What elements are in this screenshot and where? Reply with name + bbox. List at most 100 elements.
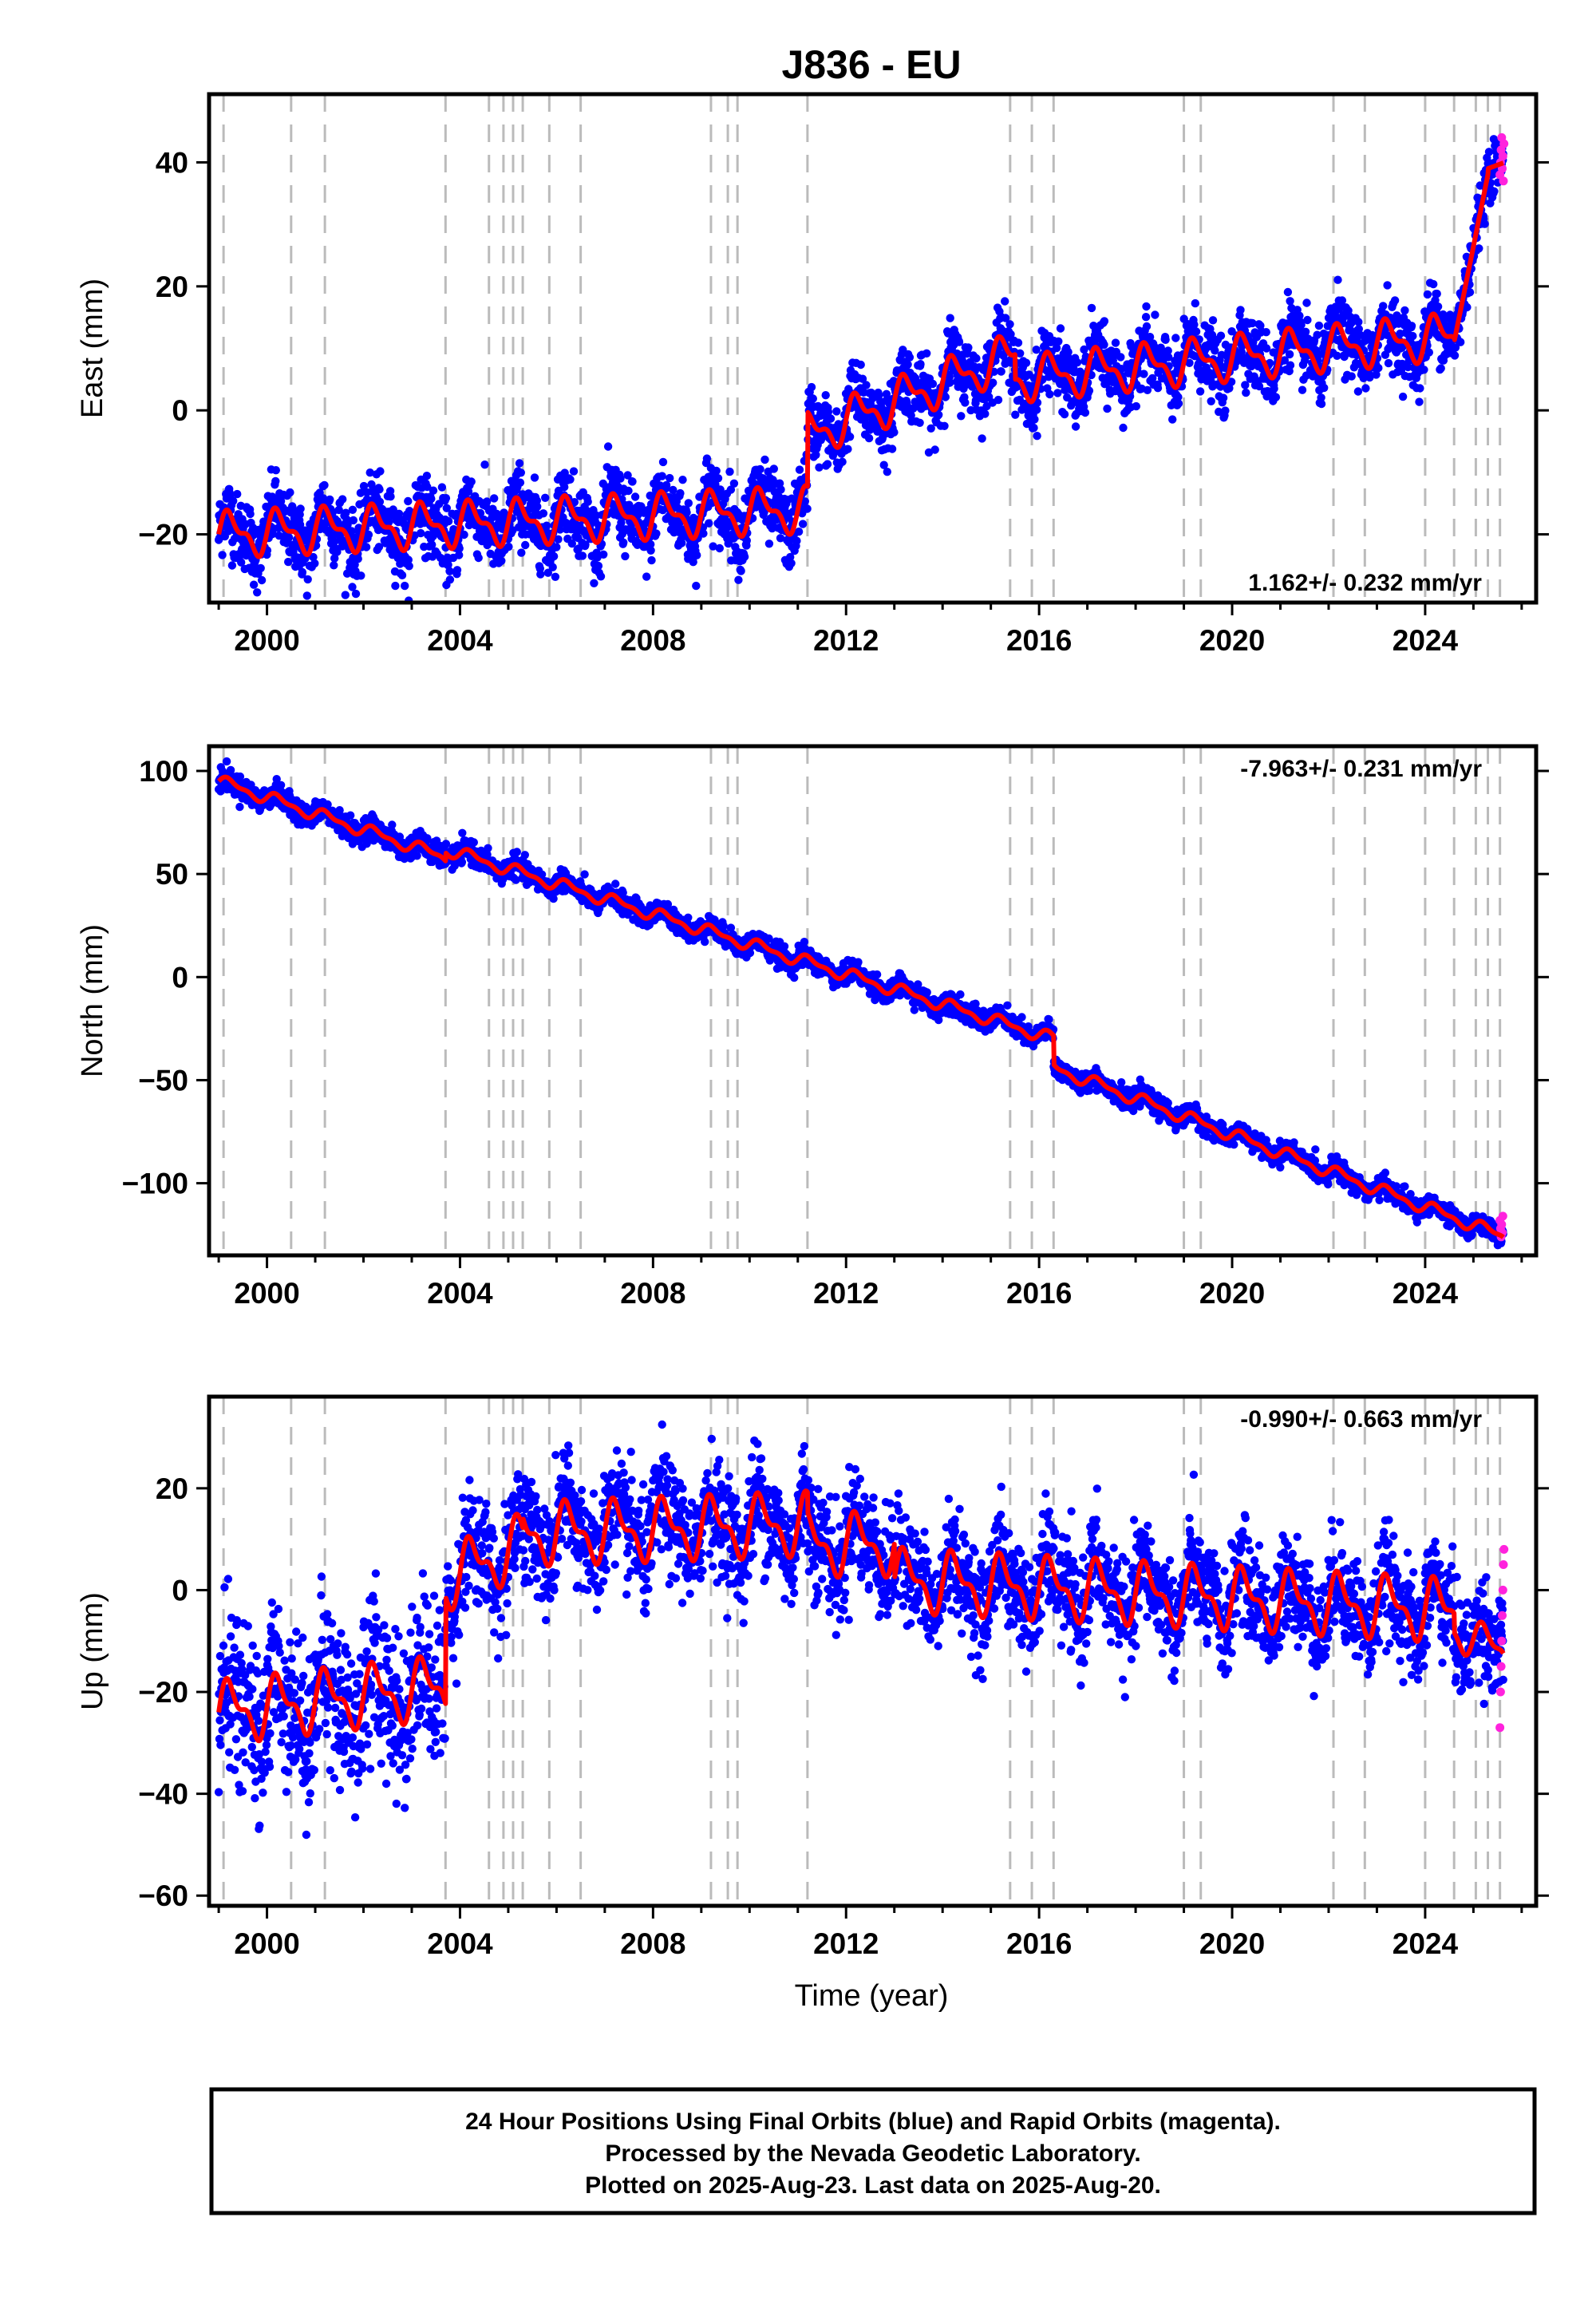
data-point [705,520,713,528]
data-point [1408,332,1416,340]
data-point [480,460,488,468]
data-point [1022,359,1030,367]
data-point [647,556,655,564]
data-point [776,485,784,493]
data-point [1211,346,1219,354]
data-point [994,396,1002,404]
data-point [1420,366,1428,373]
data-point [1354,387,1362,395]
data-point [1361,384,1369,392]
data-point [566,476,574,484]
data-point [549,563,557,571]
data-point [931,445,939,453]
data-point [1132,402,1140,410]
data-point [504,543,512,551]
data-point [678,476,686,484]
data-point [417,529,425,537]
y-tick-label: 0 [172,394,188,427]
data-point [296,504,304,512]
data-point [652,529,660,537]
data-point [303,591,311,599]
data-point [1348,372,1356,380]
data-point [699,529,707,537]
data-point [972,354,980,362]
data-point [1171,334,1179,342]
data-point [444,517,452,525]
data-point [458,829,466,837]
data-point [1142,313,1150,321]
data-point [550,552,558,560]
data-point [669,486,677,494]
data-point [483,497,491,505]
data-point [1045,390,1053,398]
data-point [342,591,350,599]
data-point [277,781,285,789]
data-point [1196,387,1204,395]
data-point [521,541,529,549]
data-point [218,551,226,559]
data-point [521,851,529,859]
data-point [604,442,612,450]
x-tick-label: 2000 [234,624,299,657]
data-point [1088,304,1096,312]
data-point [1270,385,1278,393]
data-point [516,459,523,467]
data-point [832,407,840,415]
data-point [1191,299,1199,307]
data-point [376,467,384,475]
data-point [978,434,986,442]
x-tick-label: 2008 [620,624,685,657]
data-point [642,572,650,580]
data-point [271,477,279,485]
data-point [843,445,851,453]
data-point [946,314,954,322]
data-point [915,419,923,427]
data-point [1061,410,1069,418]
data-point [272,466,280,474]
data-point [857,361,865,369]
data-point [357,571,365,579]
data-point [713,467,721,475]
data-point [1451,351,1459,359]
data-point [1168,415,1176,423]
data-point [388,820,396,828]
data-point [570,467,578,475]
data-point [730,480,738,488]
data-point [593,611,601,619]
data-point [792,537,800,545]
data-point [258,576,266,584]
data-point [453,566,461,574]
data-point [1219,393,1227,401]
data-point [446,575,454,583]
data-point [599,551,607,559]
data-point [822,391,830,399]
data-point [803,504,811,512]
data-point [964,343,972,351]
data-point [998,367,1005,375]
data-point [1064,348,1072,356]
data-point [1029,424,1037,432]
data-point [286,488,294,496]
data-point [787,559,795,567]
data-point [579,551,587,559]
data-point [846,433,854,441]
data-point [552,543,560,551]
data-point [536,570,544,578]
y-axis-label: East (mm) [76,279,109,418]
data-point [1303,316,1311,324]
data-point [765,539,773,547]
data-point [584,498,592,506]
data-point [1416,384,1424,392]
y-tick-label: 40 [156,146,188,179]
data-point [497,557,505,565]
data-point [490,494,498,502]
data-point [1434,302,1442,310]
data-point [516,479,524,487]
data-point [1374,364,1382,372]
data-point [460,531,468,539]
data-point [1100,341,1108,349]
data-point [580,870,588,878]
data-point [285,533,293,541]
